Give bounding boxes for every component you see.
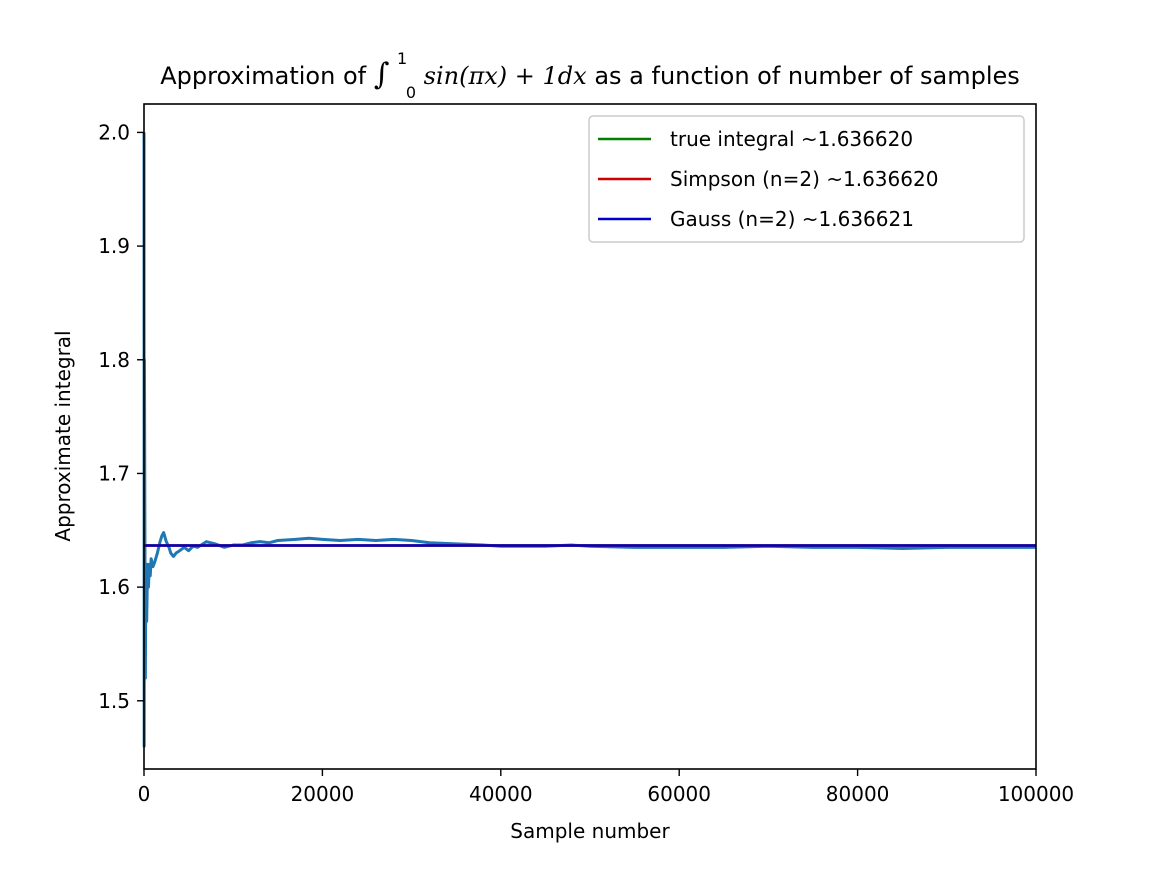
legend-label: true integral ~1.636620 <box>670 127 913 151</box>
y-tick-label: 1.5 <box>98 689 130 713</box>
legend-label: Simpson (n=2) ~1.636620 <box>670 167 938 191</box>
y-axis-ticks: 1.5 1.6 1.7 1.8 1.9 2.0 <box>98 120 144 713</box>
title-lower-limit: 0 <box>406 83 416 102</box>
y-axis-label: Approximate integral <box>51 330 75 541</box>
legend-frame <box>588 115 1025 243</box>
plot-area <box>142 132 1036 748</box>
title-prefix: Approximation of <box>160 62 374 90</box>
title-integral-sign: ∫ <box>374 57 390 92</box>
x-tick-label: 80000 <box>826 782 890 806</box>
y-tick-label: 2.0 <box>98 120 130 144</box>
x-tick-label: 100000 <box>998 782 1074 806</box>
axes-frame <box>143 103 1037 770</box>
x-tick-label: 0 <box>138 782 151 806</box>
x-tick-label: 60000 <box>647 782 711 806</box>
title-integrand: sin(πx) + 1dx <box>424 62 587 90</box>
chart-title: Approximation of ∫ 1 0 sin(πx) + 1dx as … <box>160 42 1020 104</box>
x-axis-ticks: 0 20000 40000 60000 80000 100000 <box>138 769 1074 806</box>
title-upper-limit: 1 <box>397 49 407 68</box>
title-suffix: as a function of number of samples <box>594 62 1019 90</box>
y-tick-label: 1.8 <box>98 348 130 372</box>
y-tick-label: 1.9 <box>98 234 130 258</box>
y-tick-label: 1.6 <box>98 575 130 599</box>
legend: true integral ~1.636620 Simpson (n=2) ~1.… <box>588 115 1025 243</box>
x-axis-label: Sample number <box>510 819 670 843</box>
legend-label: Gauss (n=2) ~1.636621 <box>670 207 914 231</box>
x-tick-label: 20000 <box>291 782 355 806</box>
x-tick-label: 40000 <box>469 782 533 806</box>
y-tick-label: 1.7 <box>98 461 130 485</box>
